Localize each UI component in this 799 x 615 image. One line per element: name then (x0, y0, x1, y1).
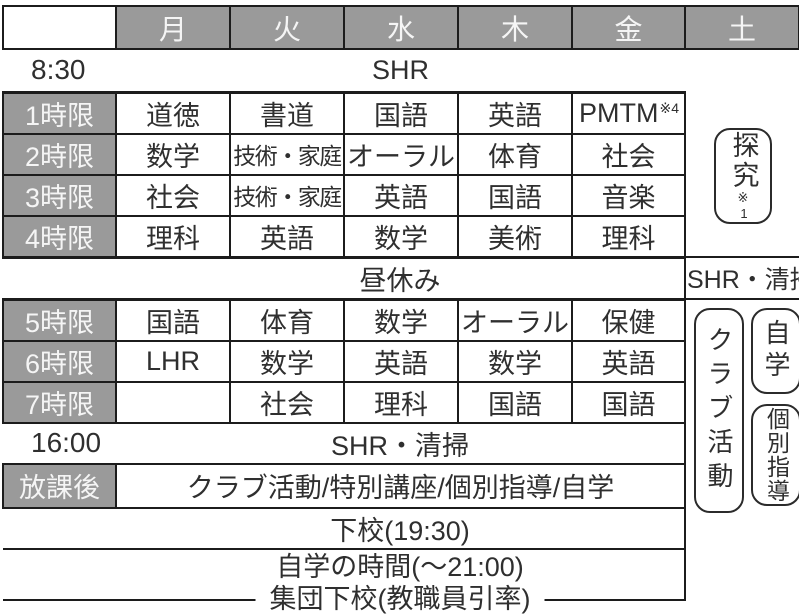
subject-cell: 体育 (229, 298, 345, 342)
timetable: 月 火 水 木 金 土 8:30 SHR 1時限 道徳 書道 国語 英語 PMT… (2, 5, 799, 615)
subject-cell: 理科 (571, 214, 686, 258)
subject-cell: オーラル (343, 132, 459, 176)
saturday-midday-cell: SHR・清掃 (684, 256, 799, 300)
time-830: 8:30 (3, 49, 116, 94)
period-label: 1時限 (2, 91, 117, 135)
day-header-sat: 土 (684, 5, 799, 50)
afternoon-shr-row: 16:00 SHR・清掃 (3, 421, 799, 465)
period-label: 5時限 (2, 298, 117, 342)
subject-cell: 技術・家庭 (229, 173, 345, 217)
subject-cell: 数学 (457, 339, 573, 383)
time-1600: 16:00 (3, 421, 116, 465)
subject-cell: 国語 (343, 91, 459, 135)
day-header-mon: 月 (115, 5, 231, 50)
saturday-open-cell (685, 49, 799, 92)
subject-cell: 国語 (571, 380, 686, 424)
subject-cell: 数学 (115, 132, 231, 176)
subject-cell: PMTM※4 (571, 91, 686, 135)
day-header-wed: 水 (343, 5, 459, 50)
after-school-label: 放課後 (2, 462, 117, 509)
morning-activity: SHR (116, 49, 685, 94)
subject-cell: LHR (115, 339, 231, 383)
period-row-2: 2時限 数学 技術・家庭 オーラル 体育 社会 (2, 132, 799, 176)
subject-cell: 英語 (229, 214, 345, 258)
subject-cell: 数学 (343, 214, 459, 258)
period-label: 7時限 (2, 380, 117, 424)
day-header-thu: 木 (457, 5, 573, 50)
self-study-time-label: 自学の時間(～21:00) (276, 551, 524, 582)
subject-cell: 体育 (457, 132, 573, 176)
afternoon-activity: SHR・清掃 (116, 421, 685, 465)
club-activities-label: クラブ活動 (704, 325, 734, 496)
self-study-box: 自学 (751, 308, 799, 394)
subject-cell: 数学 (229, 339, 345, 383)
subject-cell: 書道 (229, 91, 345, 135)
club-activities-box: クラブ活動 (694, 308, 744, 513)
subject-cell: 英語 (571, 339, 686, 383)
individual-guidance-box: 個別指導 (751, 404, 799, 506)
period-label: 2時限 (2, 132, 117, 176)
subject-cell: 技術・家庭 (229, 132, 345, 176)
lunch-left-cell (3, 255, 116, 301)
footnote-ref-4: ※4 (659, 99, 679, 116)
subject-cell: 理科 (115, 214, 231, 258)
subject-cell: 英語 (343, 339, 459, 383)
period-row-4: 4時限 理科 英語 数学 美術 理科 (2, 214, 799, 258)
subject-cell: 英語 (457, 91, 573, 135)
subject-cell: 音楽 (571, 173, 686, 217)
inquiry-label: 探究 (728, 131, 759, 191)
period-row-5: 5時限 国語 体育 数学 オーラル 保健 クラブ活動 自学 個別指導 (2, 298, 799, 600)
after-school-activities: クラブ活動/特別講座/個別指導/自学 (116, 462, 685, 509)
leave-school-row: 下校(19:30) (3, 506, 799, 550)
lunch-label: 昼休み (116, 255, 685, 301)
day-header-row: 月 火 水 木 金 土 (2, 5, 799, 50)
subject-pmtm: PMTM (578, 97, 659, 128)
evening-row: 自学の時間(～21:00) 集団下校(教職員引率) (3, 548, 799, 615)
subject-cell: 社会 (571, 132, 686, 176)
subject-cell: オーラル (457, 298, 573, 342)
group-leave-label: 集団下校(教職員引率) (255, 583, 545, 615)
after-school-row: 放課後 クラブ活動/特別講座/個別指導/自学 (2, 462, 799, 509)
leave-school-left-cell (3, 506, 116, 550)
subject-cell: 道徳 (115, 91, 231, 135)
subject-cell: 数学 (343, 298, 459, 342)
period-row-3: 3時限 社会 技術・家庭 英語 国語 音楽 (2, 173, 799, 217)
subject-cell: 美術 (457, 214, 573, 258)
day-header-tue: 火 (229, 5, 345, 50)
day-header-fri: 金 (571, 5, 686, 50)
inquiry-box: 探究※1 (714, 128, 772, 224)
period-row-1: 1時限 道徳 書道 国語 英語 PMTM※4 探究※1 (2, 91, 799, 258)
subject-cell (115, 380, 231, 424)
morning-shr-row: 8:30 SHR (3, 49, 799, 94)
subject-cell: 英語 (343, 173, 459, 217)
period-label: 4時限 (2, 214, 117, 258)
subject-cell: 社会 (229, 380, 345, 424)
saturday-afternoon-cell: クラブ活動 自学 個別指導 (684, 299, 799, 600)
leave-school-label: 下校(19:30) (116, 506, 685, 550)
subject-cell: 国語 (115, 298, 231, 342)
subject-cell: 社会 (115, 173, 231, 217)
subject-cell: 保健 (571, 298, 686, 342)
subject-cell: 国語 (457, 173, 573, 217)
period-row-6: 6時限 LHR 数学 英語 数学 英語 (2, 339, 799, 383)
self-study-label: 自学 (761, 319, 791, 383)
subject-cell: 理科 (343, 380, 459, 424)
saturday-morning-cell: 探究※1 (684, 92, 799, 258)
subject-cell: 国語 (457, 380, 573, 424)
period-row-7: 7時限 社会 理科 国語 国語 (2, 380, 799, 424)
corner-cell (2, 5, 117, 50)
evening-left-cell (3, 548, 116, 601)
footnote-ref-1: ※1 (736, 191, 752, 221)
lunch-row: 昼休み SHR・清掃 (3, 255, 799, 301)
period-label: 6時限 (2, 339, 117, 383)
period-label: 3時限 (2, 173, 117, 217)
evening-cell: 自学の時間(～21:00) 集団下校(教職員引率) (116, 548, 685, 615)
individual-guidance-label: 個別指導 (763, 407, 790, 503)
